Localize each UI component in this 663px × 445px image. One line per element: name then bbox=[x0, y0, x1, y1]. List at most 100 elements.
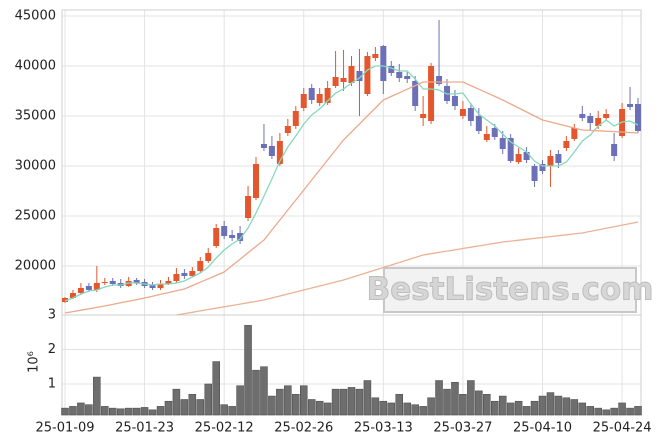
volume-bar bbox=[498, 395, 507, 416]
volume-bar bbox=[85, 404, 93, 416]
volume-bar bbox=[483, 394, 491, 416]
volume-bar bbox=[562, 397, 571, 416]
volume-bar bbox=[188, 394, 197, 416]
y-tick-label: 35000 bbox=[15, 109, 56, 124]
candle-body bbox=[101, 282, 108, 283]
x-tick-label: 25-01-09 bbox=[35, 421, 94, 436]
volume-bar bbox=[236, 385, 244, 416]
moving-average-line bbox=[64, 81, 639, 314]
y-tick-label: 25000 bbox=[15, 209, 56, 224]
volume-bar bbox=[491, 400, 499, 416]
y-tick-label: 45000 bbox=[15, 9, 56, 24]
candle-body bbox=[157, 284, 164, 288]
volume-bar bbox=[546, 392, 555, 416]
candle-body bbox=[635, 104, 641, 131]
volume-bar bbox=[554, 395, 563, 416]
candle-body bbox=[340, 78, 347, 82]
volume-bar bbox=[180, 399, 189, 416]
candle-body bbox=[316, 94, 323, 103]
volume-bar bbox=[93, 376, 101, 416]
candle-body bbox=[499, 138, 506, 149]
volume-bar bbox=[268, 395, 276, 416]
candle-body bbox=[611, 144, 618, 156]
volume-bar bbox=[228, 406, 236, 416]
volume-bar bbox=[395, 394, 403, 416]
volume-bar bbox=[459, 394, 467, 416]
volume-bar bbox=[300, 385, 308, 416]
volume-bar bbox=[101, 406, 109, 416]
volume-bar bbox=[586, 406, 594, 416]
volume-bar bbox=[69, 406, 77, 416]
candle-body bbox=[404, 76, 411, 79]
candle-body bbox=[245, 196, 252, 218]
volume-bar bbox=[315, 400, 324, 416]
volume-bar bbox=[618, 402, 626, 416]
volume-bar bbox=[61, 407, 69, 416]
volume-bar bbox=[292, 394, 300, 416]
volume-bar bbox=[339, 388, 348, 416]
y-tick-label: 20000 bbox=[15, 259, 56, 274]
candle-body bbox=[388, 66, 395, 73]
volume-bar bbox=[220, 404, 228, 416]
volume-bar bbox=[116, 408, 125, 416]
candle-body bbox=[253, 164, 259, 198]
volume-bar bbox=[610, 407, 618, 416]
candle-body bbox=[93, 283, 100, 290]
candle-body bbox=[483, 134, 490, 140]
candle-body bbox=[284, 126, 291, 133]
x-tick-label: 25-04-10 bbox=[513, 421, 572, 436]
candle-body bbox=[133, 280, 140, 283]
candle-body bbox=[181, 273, 188, 276]
volume-bar bbox=[140, 407, 149, 416]
volume-bar bbox=[626, 407, 634, 416]
volume-bars bbox=[61, 325, 642, 416]
candle-body bbox=[109, 281, 116, 284]
candle-body bbox=[531, 166, 538, 181]
volume-bar bbox=[522, 406, 531, 416]
candle-body bbox=[268, 146, 275, 156]
volume-bar bbox=[578, 402, 587, 416]
candle-body bbox=[324, 88, 331, 103]
watermark: BestListens.com bbox=[367, 272, 654, 308]
volume-bar bbox=[284, 385, 292, 416]
moving-average-line bbox=[64, 65, 639, 302]
candle-body bbox=[229, 235, 236, 238]
candle-body bbox=[372, 54, 379, 58]
candle-body bbox=[627, 104, 634, 107]
candle-body bbox=[364, 56, 371, 94]
volume-bar bbox=[148, 409, 157, 416]
volume-bar bbox=[403, 402, 411, 416]
candle-body bbox=[571, 128, 578, 139]
volume-bar bbox=[475, 390, 483, 416]
candle-body bbox=[595, 118, 602, 126]
volume-bar bbox=[371, 397, 380, 416]
volume-bar bbox=[244, 325, 252, 416]
candle-body bbox=[300, 94, 307, 108]
candle-body bbox=[547, 156, 554, 166]
volume-axis-label: 10⁶ bbox=[27, 351, 42, 373]
y-tick-label: 2 bbox=[48, 342, 56, 357]
volume-bar bbox=[634, 406, 642, 416]
volume-bar bbox=[427, 397, 435, 416]
candle-body bbox=[555, 154, 562, 163]
candle-body bbox=[165, 281, 172, 284]
x-tick-label: 25-04-24 bbox=[593, 421, 652, 436]
candle-body bbox=[308, 88, 315, 100]
volume-bar bbox=[172, 388, 181, 416]
candle-body bbox=[491, 128, 498, 137]
y-tick-label: 3 bbox=[48, 308, 56, 323]
volume-bar bbox=[443, 388, 451, 416]
candle-body bbox=[221, 226, 228, 236]
volume-bar bbox=[419, 406, 427, 416]
candle-body bbox=[579, 114, 586, 118]
candle-body bbox=[197, 261, 204, 271]
candle-body bbox=[539, 164, 546, 171]
candle-body bbox=[428, 66, 435, 121]
candle-body bbox=[292, 111, 299, 126]
volume-bar bbox=[411, 404, 419, 416]
candles bbox=[62, 20, 641, 303]
volume-bar bbox=[276, 388, 284, 416]
candle-body bbox=[436, 76, 443, 84]
x-tick-label: 25-03-27 bbox=[433, 421, 492, 436]
